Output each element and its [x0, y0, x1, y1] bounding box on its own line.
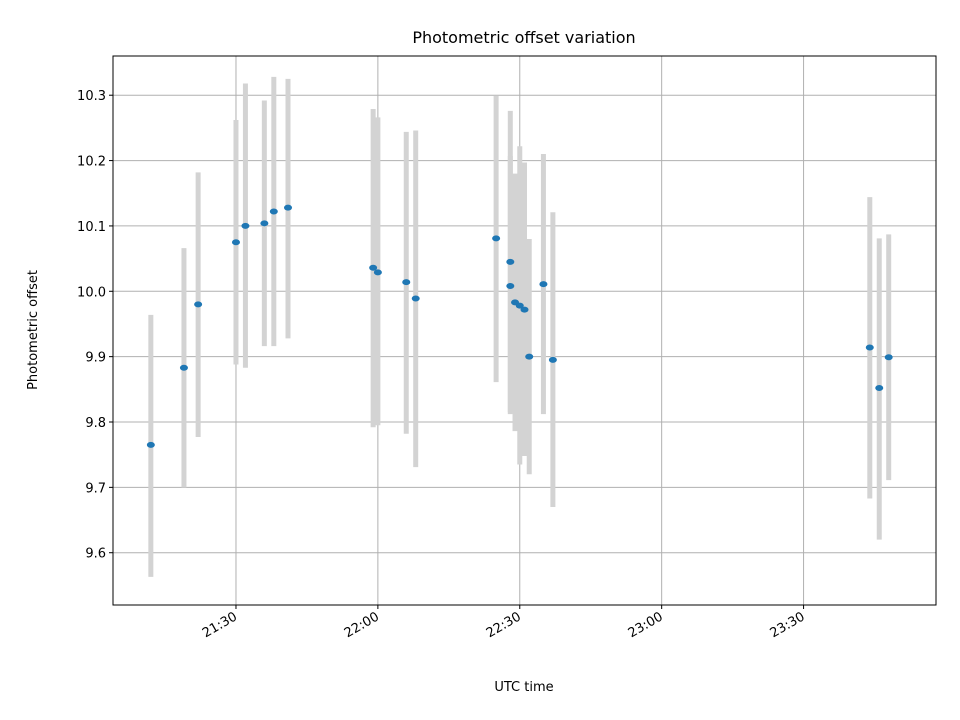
- x-tick-label: 23:30: [768, 609, 808, 641]
- x-tick-label: 22:30: [484, 609, 524, 641]
- plot-area: [112, 55, 937, 606]
- data-point: [506, 283, 515, 290]
- x-tick-label: 23:00: [626, 609, 666, 641]
- data-points: [146, 204, 893, 448]
- y-tick-label: 9.7: [85, 481, 106, 496]
- y-tick-label: 10.3: [77, 89, 106, 104]
- x-axis-label: UTC time: [494, 680, 553, 695]
- data-point: [194, 301, 203, 308]
- x-tick-label: 21:30: [200, 609, 240, 641]
- data-point: [146, 441, 155, 448]
- x-axis: 21:30 22:00 22:30 23:00 23:30: [200, 605, 808, 641]
- data-point: [179, 364, 188, 371]
- data-point: [373, 269, 382, 276]
- data-point: [548, 356, 557, 363]
- data-point: [260, 220, 269, 227]
- data-point: [539, 281, 548, 288]
- y-axis: 9.6 9.7 9.8 9.9 10.0 10.1 10.2 10.3: [77, 89, 113, 562]
- data-point: [492, 235, 501, 242]
- data-point: [515, 302, 524, 309]
- y-axis-label: Photometric offset: [26, 270, 41, 390]
- data-point: [269, 208, 278, 215]
- data-point: [865, 344, 874, 351]
- data-point: [369, 264, 378, 271]
- data-point: [284, 204, 293, 211]
- x-tick-label: 22:00: [342, 609, 382, 641]
- y-tick-label: 9.9: [85, 351, 106, 366]
- y-tick-label: 10.2: [77, 155, 106, 170]
- data-point: [241, 222, 250, 229]
- data-point: [525, 353, 534, 360]
- y-tick-label: 9.6: [85, 547, 106, 562]
- data-point: [231, 239, 240, 246]
- y-tick-label: 10.0: [77, 285, 106, 300]
- data-point: [875, 385, 884, 392]
- data-point: [884, 354, 893, 361]
- y-tick-label: 10.1: [77, 220, 106, 235]
- chart-title: Photometric offset variation: [412, 28, 635, 47]
- data-point: [520, 306, 529, 313]
- data-point: [402, 279, 411, 286]
- data-point: [506, 258, 515, 265]
- data-point: [411, 295, 420, 302]
- y-tick-label: 9.8: [85, 416, 106, 431]
